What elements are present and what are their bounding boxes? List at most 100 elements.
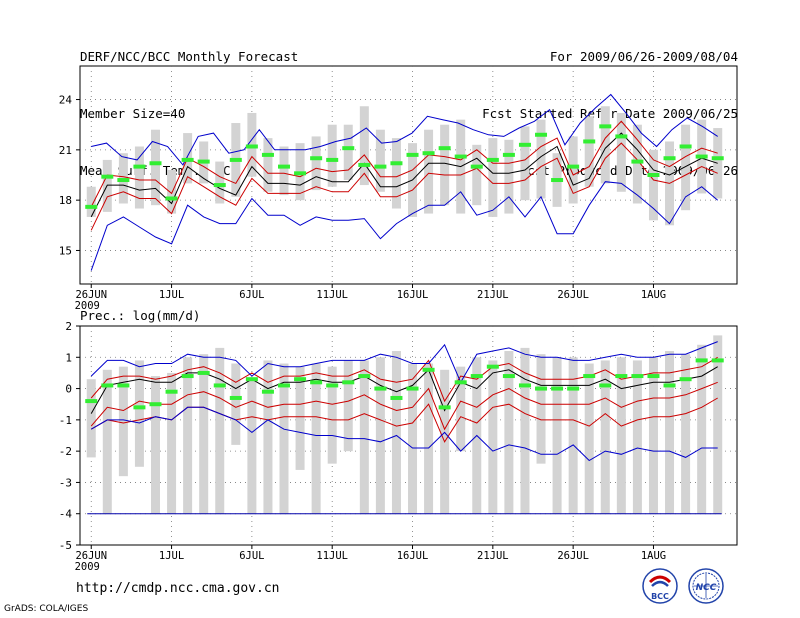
x-tick-label: 16JUL [397,289,429,301]
ensemble-box [295,366,305,470]
median-marker [310,380,323,385]
median-marker [278,164,291,169]
median-marker [278,383,291,388]
ensemble-box [632,360,642,514]
median-marker [310,156,323,161]
bcc-logo: BCC [642,568,678,604]
median-marker [197,370,210,375]
median-marker [374,386,387,391]
ensemble-box [697,344,707,514]
series-line-ensemble-mean [90,132,718,218]
ensemble-box [681,124,691,211]
median-marker [454,380,467,385]
ncc-logo-text: NCC [696,583,717,593]
x-tick-label: 26JUL [557,289,589,301]
median-marker [583,374,596,379]
median-marker [567,164,580,169]
median-marker [261,152,274,157]
median-marker [535,386,548,391]
x-tick-label: 1AUG [641,550,666,562]
ensemble-box [552,357,562,514]
series-line-lower-spread [90,381,718,431]
y-tick-label: -1 [59,414,72,427]
median-marker [261,389,274,394]
ensemble-box [568,136,578,204]
median-marker [647,374,660,379]
member-size: Member Size=40 [80,106,186,121]
chart-temperature: 15 18 21 24 26JUN 1JUL 6JUL 11JUL 16JUL 21JUL 26JU… [59,65,738,312]
ensemble-box [648,357,658,514]
ensemble-box [279,363,289,514]
ensemble-box [424,363,434,514]
ensemble-box [279,146,289,196]
ensemble-box [359,360,369,514]
forecast-period: For 2009/06/26-2009/08/04 [549,49,738,64]
median-marker [85,399,98,404]
x-tick-label: 11JUL [316,289,348,301]
median-marker [213,183,226,188]
x-tick-label: 26JUN [75,550,107,562]
ensemble-box [616,112,626,192]
median-marker [502,374,515,379]
x-tick-label: 26JUN [75,289,107,301]
median-marker [326,157,339,162]
ensemble-box [150,376,160,514]
median-marker [85,204,98,209]
series-line-lower-spread [90,142,718,231]
median-marker [165,389,178,394]
median-marker [486,364,499,369]
median-marker [567,386,580,391]
median-marker [149,161,162,166]
ensemble-box [86,186,96,217]
median-marker [342,380,355,385]
ensemble-box [359,106,369,186]
bcc-logo-text: BCC [651,592,669,601]
median-marker [551,178,564,183]
ensemble-box [584,363,594,514]
ensemble-box [215,161,225,204]
ensemble-box [327,366,337,464]
median-marker [133,164,146,169]
ensemble-box [456,366,466,452]
median-marker [535,132,548,137]
median-marker [133,405,146,410]
median-marker [358,374,371,379]
ensemble-box [391,351,401,514]
median-marker [438,146,451,151]
x-tick-label: 21JUL [477,550,509,562]
median-marker [647,173,660,177]
x-tick-label: 16JUL [397,550,429,562]
ensemble-box [632,124,642,204]
source-url[interactable]: http://cmdp.ncc.cma.gov.cn [76,581,280,596]
y-tick-label: 24 [59,94,73,107]
ensemble-box [536,119,546,199]
median-marker [695,154,708,159]
plot-frame [79,65,738,285]
series-line-upper-spread [90,120,718,208]
x-tick-label: 11JUL [316,550,348,562]
median-marker [486,157,499,162]
median-marker [390,161,403,166]
ensemble-box [616,357,626,514]
ensemble-box [150,129,160,206]
series-line-minimum [90,181,719,271]
x-tick-label: 26JUL [557,550,589,562]
median-marker [679,144,692,149]
median-marker [711,358,724,363]
x-tick-label: 6JUL [239,550,264,562]
ensemble-box [504,139,514,214]
ensemble-box [343,360,353,452]
ensemble-box [600,360,610,514]
y-tick-label: -2 [59,445,72,458]
series-line-ensemble-mean [90,366,718,414]
ensemble-box [375,129,385,192]
ensemble-box [408,363,418,514]
median-marker [406,152,419,157]
y-tick-label: -4 [59,508,73,521]
median-marker [711,156,724,161]
ensemble-box [183,357,193,514]
median-marker [518,383,531,388]
median-marker [518,142,531,147]
ensemble-box [536,354,546,464]
ensemble-box [504,351,514,514]
